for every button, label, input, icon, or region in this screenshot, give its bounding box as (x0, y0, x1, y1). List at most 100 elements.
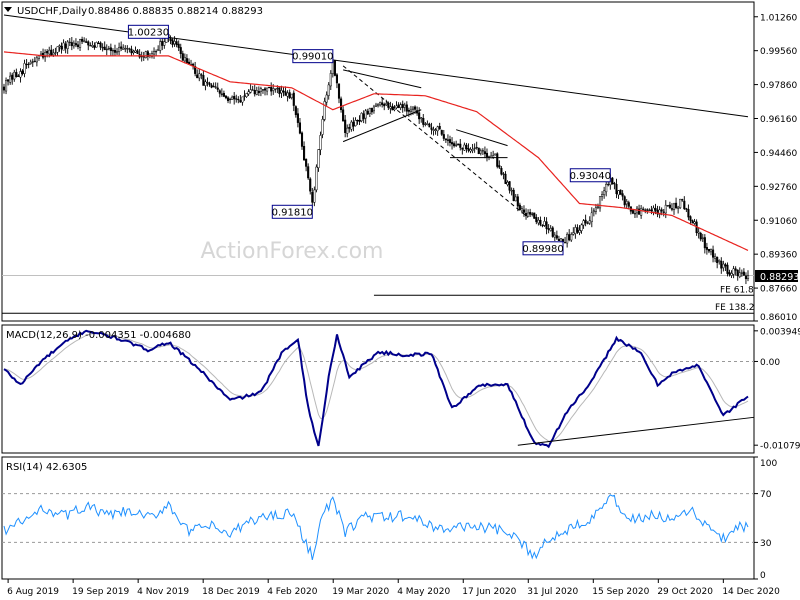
candle (490, 151, 493, 159)
candle (662, 209, 665, 217)
candle (118, 42, 121, 56)
x-tick-label: 19 Sep 2019 (72, 587, 129, 597)
candle (387, 101, 390, 110)
candle (325, 91, 328, 106)
candle (533, 212, 536, 219)
candle (730, 270, 733, 279)
candle (512, 187, 515, 202)
candle (411, 106, 415, 115)
candle (640, 205, 643, 219)
price-title: USDCHF,Daily (17, 6, 87, 17)
candle (416, 106, 419, 116)
candle (712, 245, 715, 263)
candle (389, 101, 392, 114)
candle (675, 197, 678, 210)
x-tick-label: 19 Mar 2020 (332, 587, 389, 597)
candle (424, 121, 427, 127)
candle (742, 268, 745, 276)
candle (658, 206, 661, 219)
candle (718, 259, 721, 265)
candle (422, 113, 425, 128)
candle (315, 164, 318, 193)
candle (169, 35, 172, 45)
moving-average-line (3, 51, 749, 251)
candle (498, 160, 501, 170)
candle (89, 42, 92, 47)
x-tick-label: 4 Feb 2020 (267, 587, 318, 597)
candle (56, 46, 59, 57)
candle (420, 117, 423, 123)
candle (115, 47, 119, 56)
candle (33, 56, 36, 63)
svg-text:0.93040: 0.93040 (570, 171, 611, 182)
candle (459, 138, 462, 151)
x-tick-label: 14 Dec 2020 (722, 587, 780, 597)
candle (605, 180, 608, 197)
candle (313, 186, 316, 207)
candle (381, 97, 384, 108)
candle (705, 242, 708, 255)
macd-trendline (517, 416, 755, 446)
candle (648, 208, 651, 211)
candle (377, 103, 380, 108)
price-annotation: 0.91810 (272, 204, 313, 219)
candle (23, 59, 26, 78)
candle (574, 224, 577, 239)
candle (724, 262, 727, 271)
candle (467, 143, 470, 153)
x-tick-label: 15 Sep 2020 (592, 587, 649, 597)
candle (582, 219, 585, 229)
price-y-tick-label: 0.99560 (760, 47, 797, 57)
macd-line (3, 329, 749, 449)
candle (327, 82, 330, 100)
candle (453, 141, 456, 148)
candle (539, 216, 542, 227)
candle (290, 93, 293, 100)
x-tick-label: 6 Aug 2019 (7, 587, 59, 597)
candle (590, 207, 593, 228)
candle (97, 40, 100, 45)
candle (685, 207, 688, 213)
candle (397, 102, 400, 109)
candle (177, 40, 180, 52)
candle (463, 142, 466, 151)
candle (732, 265, 735, 279)
price-y-tick-label: 0.86010 (760, 313, 797, 323)
candle (568, 229, 571, 242)
candle (492, 150, 495, 159)
candle (701, 233, 704, 242)
candle (736, 269, 739, 281)
candle (477, 147, 480, 155)
candle (95, 41, 98, 48)
candle (74, 38, 77, 48)
candle (202, 70, 205, 86)
candle (465, 142, 468, 153)
candle (703, 234, 706, 254)
candle (19, 68, 22, 83)
candle (208, 81, 211, 87)
triangle-dashed (342, 65, 529, 218)
candle (601, 191, 604, 201)
candle (255, 86, 258, 96)
candle (440, 129, 443, 136)
candle (335, 73, 339, 89)
candle (155, 49, 158, 56)
candle (450, 137, 454, 150)
candle (346, 124, 349, 138)
candle (432, 126, 435, 136)
candle (481, 148, 484, 155)
candle (372, 104, 375, 114)
last-price-label: 0.88293 (760, 272, 799, 283)
collapse-triangle-icon[interactable] (4, 7, 12, 12)
candle (268, 86, 271, 89)
price-y-tick-label: 0.97860 (760, 81, 797, 91)
candle (146, 49, 149, 61)
candle (5, 77, 8, 95)
candle (368, 107, 371, 118)
candle (393, 105, 396, 112)
candle (87, 40, 90, 51)
price-y-tick-label: 1.01260 (760, 13, 797, 23)
candle (13, 69, 16, 82)
candle (305, 158, 308, 172)
candle (72, 40, 75, 49)
